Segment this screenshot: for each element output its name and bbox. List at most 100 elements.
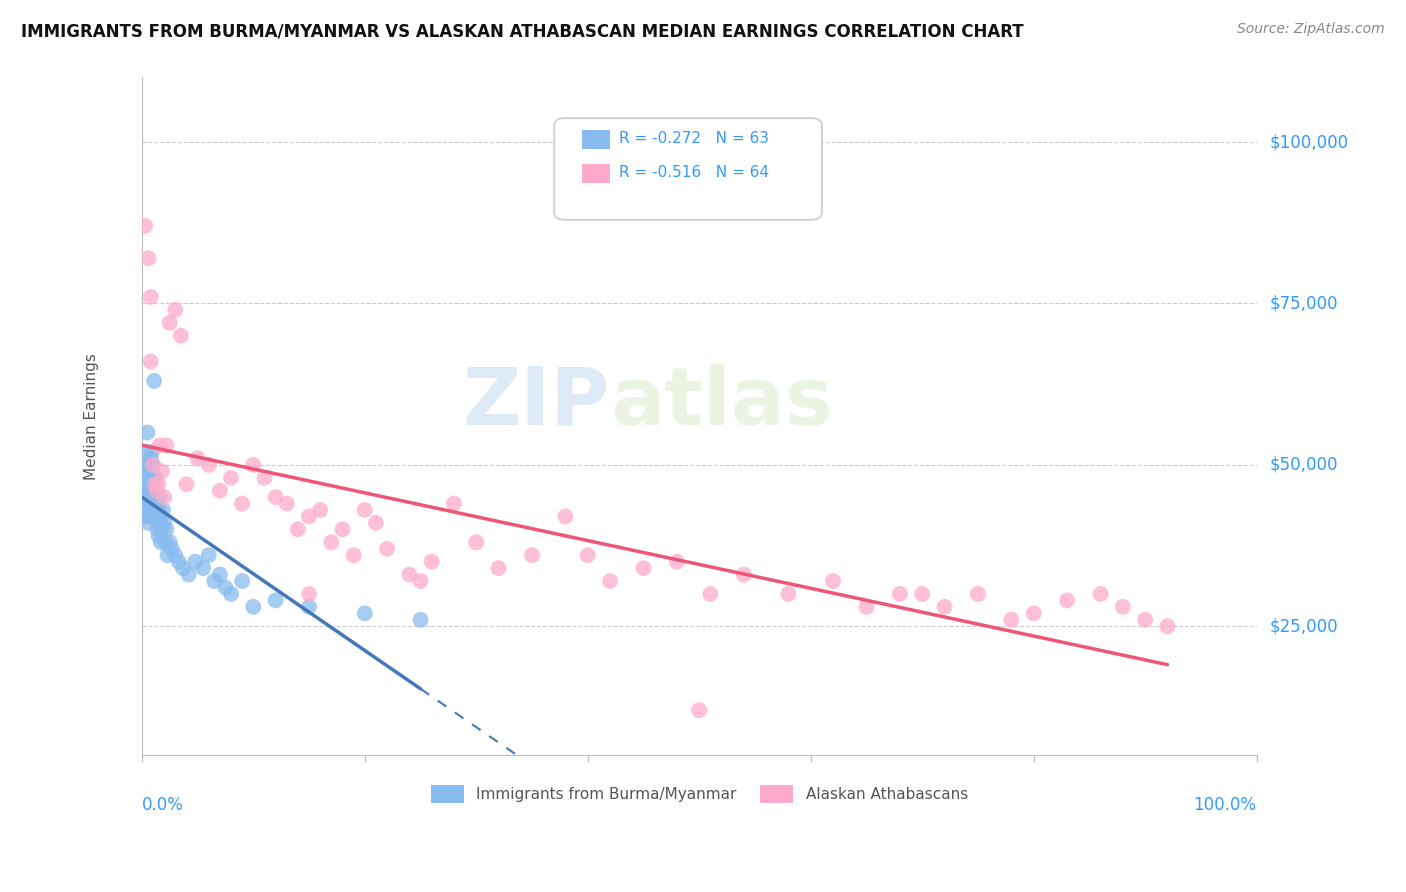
Point bbox=[420, 555, 443, 569]
Point bbox=[1056, 593, 1078, 607]
Point bbox=[159, 316, 181, 330]
Text: ZIP: ZIP bbox=[463, 364, 610, 442]
Point bbox=[184, 555, 207, 569]
Point bbox=[688, 703, 710, 717]
Point bbox=[148, 477, 170, 491]
Point bbox=[145, 483, 167, 498]
Point bbox=[152, 503, 174, 517]
Point bbox=[149, 535, 172, 549]
Point bbox=[142, 483, 165, 498]
Point bbox=[167, 555, 190, 569]
Point bbox=[488, 561, 510, 575]
Text: R = -0.516   N = 64: R = -0.516 N = 64 bbox=[619, 165, 769, 180]
Point bbox=[143, 509, 166, 524]
Point bbox=[138, 509, 160, 524]
Point bbox=[143, 497, 166, 511]
Point bbox=[155, 535, 177, 549]
Point bbox=[1022, 607, 1045, 621]
Point bbox=[160, 541, 183, 556]
Point bbox=[139, 451, 162, 466]
Point bbox=[159, 535, 181, 549]
Point bbox=[172, 561, 194, 575]
Point bbox=[138, 464, 160, 478]
Point bbox=[242, 458, 264, 472]
Point bbox=[219, 471, 242, 485]
Point bbox=[219, 587, 242, 601]
Point bbox=[665, 555, 688, 569]
Point bbox=[202, 574, 225, 588]
Point bbox=[197, 548, 219, 562]
Point bbox=[138, 458, 160, 472]
Point bbox=[138, 516, 160, 530]
Point bbox=[145, 509, 167, 524]
Point bbox=[264, 593, 287, 607]
Point bbox=[778, 587, 800, 601]
Bar bbox=[582, 163, 610, 183]
Point bbox=[177, 567, 200, 582]
Text: $100,000: $100,000 bbox=[1270, 133, 1350, 151]
Point bbox=[139, 290, 162, 304]
Point bbox=[146, 497, 169, 511]
Point bbox=[165, 548, 187, 562]
Point bbox=[934, 599, 956, 614]
Point bbox=[149, 490, 172, 504]
Point bbox=[409, 613, 432, 627]
Point bbox=[142, 458, 165, 472]
Point bbox=[134, 509, 156, 524]
Point bbox=[170, 328, 193, 343]
Point bbox=[1112, 599, 1135, 614]
Point bbox=[197, 458, 219, 472]
Point bbox=[520, 548, 543, 562]
Point bbox=[554, 509, 576, 524]
Point bbox=[1000, 613, 1022, 627]
Point bbox=[149, 509, 172, 524]
Point bbox=[138, 251, 160, 265]
Point bbox=[309, 503, 332, 517]
Point bbox=[143, 374, 166, 388]
Point bbox=[155, 438, 177, 452]
Point bbox=[242, 599, 264, 614]
Point bbox=[148, 503, 170, 517]
Point bbox=[146, 522, 169, 536]
Point bbox=[136, 477, 159, 491]
Point bbox=[132, 471, 155, 485]
Point bbox=[1133, 613, 1156, 627]
Point bbox=[176, 477, 198, 491]
Point bbox=[132, 458, 155, 472]
Text: Median Earnings: Median Earnings bbox=[84, 353, 100, 480]
Point bbox=[150, 464, 173, 478]
Text: atlas: atlas bbox=[610, 364, 834, 442]
Point bbox=[141, 471, 163, 485]
Point bbox=[165, 302, 187, 317]
Point bbox=[375, 541, 398, 556]
Point bbox=[142, 458, 165, 472]
Point bbox=[276, 497, 298, 511]
Legend: Immigrants from Burma/Myanmar, Alaskan Athabascans: Immigrants from Burma/Myanmar, Alaskan A… bbox=[425, 779, 974, 809]
Point bbox=[136, 503, 159, 517]
Point bbox=[253, 471, 276, 485]
Point bbox=[156, 548, 179, 562]
Point bbox=[298, 587, 321, 601]
Text: Source: ZipAtlas.com: Source: ZipAtlas.com bbox=[1237, 22, 1385, 37]
Point bbox=[132, 497, 155, 511]
Point bbox=[150, 522, 173, 536]
Bar bbox=[582, 129, 610, 149]
Point bbox=[148, 529, 170, 543]
Point bbox=[149, 516, 172, 530]
Text: $50,000: $50,000 bbox=[1270, 456, 1339, 474]
Point bbox=[264, 490, 287, 504]
Point bbox=[135, 490, 157, 504]
Point bbox=[733, 567, 755, 582]
Point bbox=[138, 490, 160, 504]
Point bbox=[599, 574, 621, 588]
Point bbox=[134, 483, 156, 498]
Text: $75,000: $75,000 bbox=[1270, 294, 1339, 312]
Point bbox=[141, 445, 163, 459]
Point bbox=[364, 516, 387, 530]
Point bbox=[967, 587, 990, 601]
Point bbox=[298, 599, 321, 614]
Point bbox=[139, 477, 162, 491]
Point bbox=[332, 522, 354, 536]
Point bbox=[633, 561, 655, 575]
Point bbox=[353, 607, 375, 621]
